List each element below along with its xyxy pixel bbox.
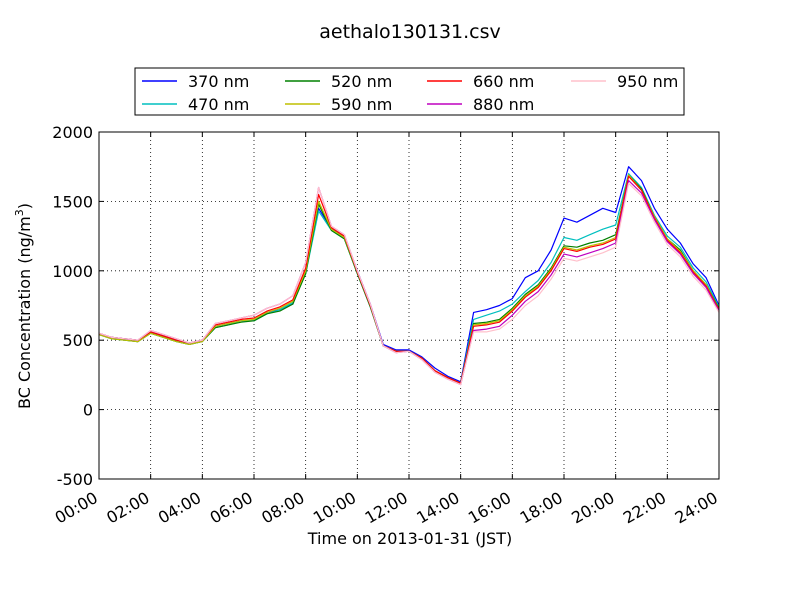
legend-label: 520 nm (331, 72, 392, 91)
series-lines (98, 166, 720, 386)
x-axis-label: Time on 2013-01-31 (JST) (307, 529, 512, 548)
y-tick-label: 2000 (52, 123, 93, 142)
y-tick-label: 1500 (52, 192, 93, 211)
y-axis-label: BC Concentration (ng/m3) (13, 203, 34, 409)
chart-title: aethalo130131.csv (319, 21, 501, 43)
series-line-950-nm (98, 182, 720, 386)
legend-label: 470 nm (188, 95, 249, 114)
grid-lines (99, 132, 719, 479)
y-axis-label-main: BC Concentration (ng/m (15, 216, 34, 409)
legend-label: 880 nm (473, 95, 534, 114)
y-axis-label-close: ) (15, 203, 34, 209)
y-axis: 2000 1500 1000 500 0 -500 (52, 123, 719, 489)
y-tick-label: 0 (83, 401, 93, 420)
plot-area (99, 132, 719, 479)
legend-label: 370 nm (188, 72, 249, 91)
y-axis-label-superscript: 3 (13, 209, 26, 216)
y-tick-label: 500 (62, 331, 93, 350)
legend-label: 950 nm (617, 72, 678, 91)
legend-label: 590 nm (331, 95, 392, 114)
legend: 370 nm 470 nm 520 nm 590 nm 660 nm 880 nm 950 … (134, 67, 685, 116)
legend-label: 660 nm (473, 72, 534, 91)
y-tick-label: -500 (57, 470, 93, 489)
legend-box (134, 67, 685, 116)
y-tick-label: 1000 (52, 262, 93, 281)
